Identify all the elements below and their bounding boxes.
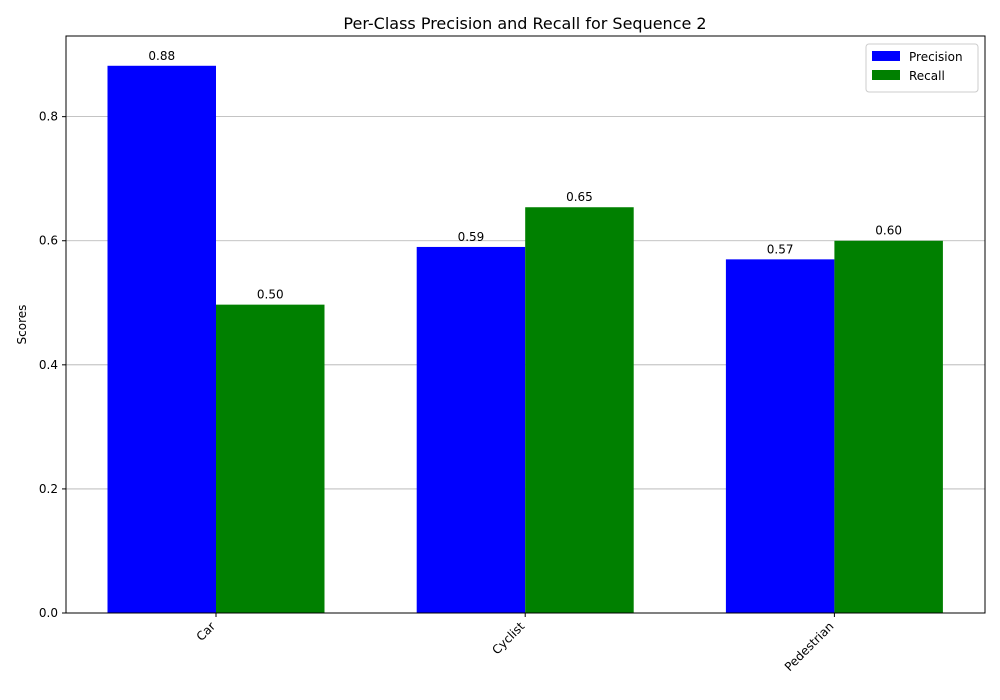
bar-value-labels: 0.88 0.50 0.59 0.65 0.57 0.60 [148,49,902,302]
legend-label-precision: Precision [909,50,963,64]
x-tick-label: Car [194,619,219,644]
x-axis: Car Cyclist Pedestrian [194,613,837,674]
x-tick-label: Pedestrian [782,619,837,674]
legend-label-recall: Recall [909,69,945,83]
bar-value-label: 0.65 [566,190,593,204]
bar-recall-cyclist [525,207,634,613]
y-axis: 0.0 0.2 0.4 0.6 0.8 [39,110,66,620]
bar-value-label: 0.88 [148,49,175,63]
y-tick-label: 0.2 [39,482,58,496]
y-axis-label: Scores [15,305,29,345]
bar-value-label: 0.57 [767,242,794,256]
bar-precision-cyclist [416,246,526,614]
bar-recall-car [216,304,325,613]
bars [107,65,943,614]
x-tick-label: Cyclist [489,619,527,657]
y-tick-label: 0.6 [39,234,58,248]
chart-title: Per-Class Precision and Recall for Seque… [343,14,706,33]
legend-swatch-recall [872,70,900,80]
y-tick-label: 0.0 [39,606,58,620]
bar-precision-car [107,65,216,614]
y-tick-label: 0.8 [39,110,58,124]
legend-swatch-precision [872,51,900,61]
bar-value-label: 0.60 [875,224,902,238]
bar-value-label: 0.50 [257,288,284,302]
legend: Precision Recall [865,43,979,93]
bar-precision-pedestrian [725,259,835,613]
bar-value-label: 0.59 [458,230,485,244]
y-tick-label: 0.4 [39,358,58,372]
bar-recall-pedestrian [834,240,943,613]
